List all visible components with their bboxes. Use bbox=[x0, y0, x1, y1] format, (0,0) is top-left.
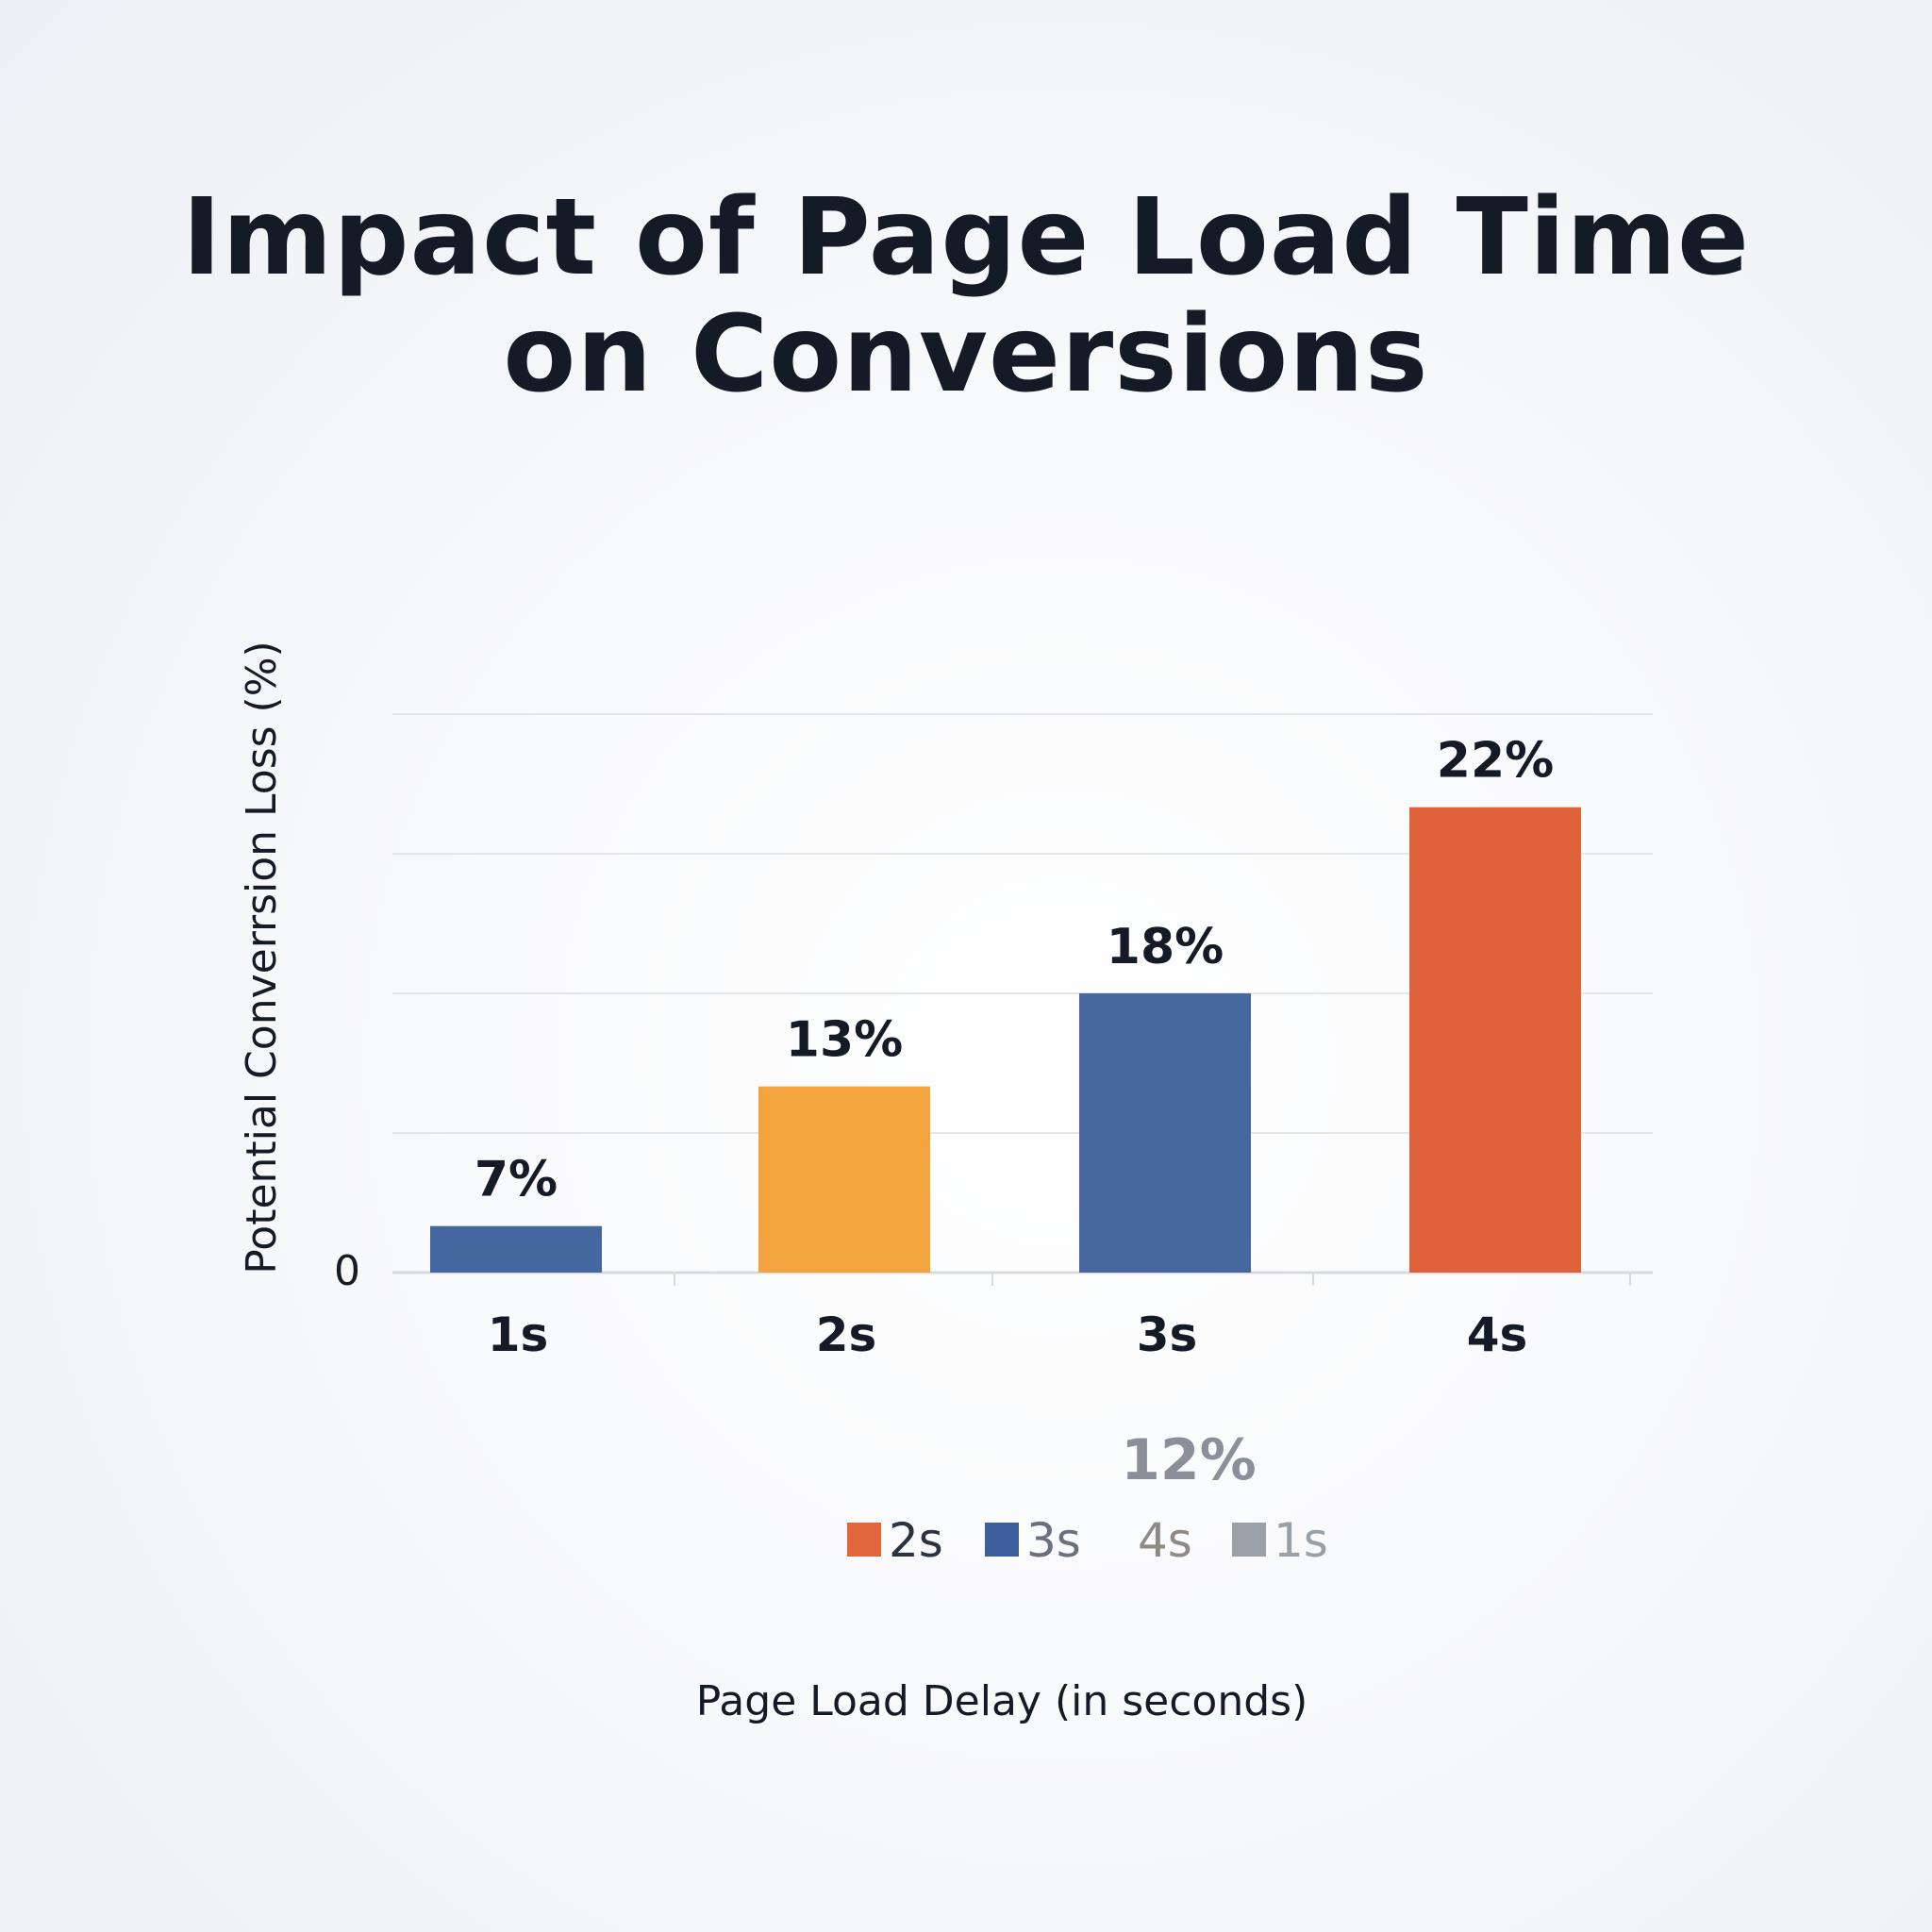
legend-label: 4s bbox=[1138, 1513, 1192, 1568]
bar-4s bbox=[1409, 807, 1581, 1273]
y-axis-title: Potential Converrsion Loss (%) bbox=[238, 641, 286, 1274]
data-labels: 7% 13% 18% 22% bbox=[475, 733, 1554, 1208]
x-axis-title: Page Load Delay (in seconds) bbox=[696, 1677, 1307, 1725]
legend-label: 3s bbox=[1026, 1513, 1081, 1568]
legend-label: 1s bbox=[1274, 1513, 1328, 1568]
y-axis-zero-label: 0 bbox=[334, 1247, 360, 1295]
data-label-3s: 18% bbox=[1107, 919, 1224, 975]
x-tick-label-4s: 4s bbox=[1467, 1307, 1528, 1362]
data-label-2s: 13% bbox=[786, 1012, 903, 1069]
legend-label: 2s bbox=[889, 1513, 943, 1568]
bars bbox=[430, 807, 1581, 1273]
x-tick-label-2s: 2s bbox=[816, 1307, 877, 1362]
data-label-1s: 7% bbox=[475, 1152, 558, 1208]
chart-title-line-2: on Conversions bbox=[503, 293, 1429, 416]
bar-1s bbox=[430, 1225, 602, 1273]
bar-2s bbox=[758, 1086, 930, 1273]
x-axis-ticks: 1s 2s 3s 4s bbox=[488, 1273, 1631, 1362]
legend-swatch bbox=[847, 1523, 881, 1557]
data-label-4s: 22% bbox=[1437, 733, 1554, 790]
legend-item-1s: 1s bbox=[1232, 1513, 1328, 1568]
x-tick-label-1s: 1s bbox=[488, 1307, 549, 1362]
legend: 2s 3s 4s 1s bbox=[847, 1513, 1328, 1568]
x-tick-label-3s: 3s bbox=[1137, 1307, 1198, 1362]
legend-item-2s: 2s bbox=[847, 1513, 943, 1568]
legend-swatch bbox=[1232, 1523, 1266, 1557]
chart-title: Impact of Page Load Time on Conversions bbox=[0, 179, 1932, 413]
legend-item-4s: 4s bbox=[1138, 1513, 1192, 1568]
chart-title-line-1: Impact of Page Load Time bbox=[182, 176, 1750, 299]
bar-3s bbox=[1079, 993, 1251, 1273]
legend-swatch bbox=[985, 1523, 1019, 1557]
legend-item-3s: 3s bbox=[985, 1513, 1081, 1568]
annotation-label: 12% bbox=[1121, 1427, 1257, 1493]
